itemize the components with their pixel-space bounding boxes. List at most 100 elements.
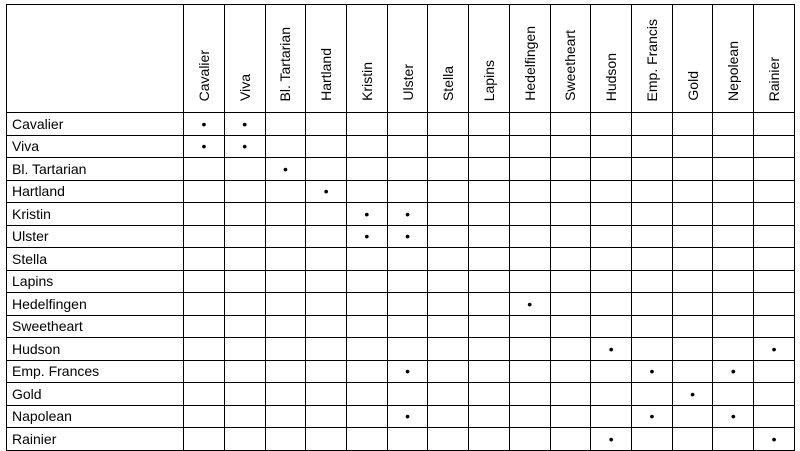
- empty-cell: [631, 179, 673, 203]
- compatibility-dot: •: [386, 404, 429, 428]
- empty-cell: [712, 134, 755, 158]
- empty-cell: [508, 247, 551, 271]
- empty-cell: [264, 427, 307, 451]
- empty-cell: [305, 427, 348, 451]
- empty-cell: [305, 224, 348, 248]
- row-label: Hartland: [5, 179, 185, 203]
- empty-cell: [223, 404, 266, 428]
- empty-cell: [549, 202, 592, 226]
- column-header: Cavalier: [183, 4, 225, 113]
- empty-cell: [264, 359, 307, 383]
- row-label: Gold: [5, 382, 185, 406]
- empty-cell: [753, 382, 795, 406]
- empty-cell: [549, 134, 592, 158]
- column-header-label: Stella: [440, 65, 457, 101]
- compatibility-dot: •: [590, 337, 633, 361]
- empty-cell: [753, 134, 795, 158]
- empty-cell: [346, 134, 388, 158]
- empty-cell: [631, 157, 673, 181]
- empty-cell: [631, 112, 673, 136]
- empty-cell: [305, 112, 348, 136]
- column-header-label: Nepolean: [725, 41, 742, 101]
- empty-cell: [508, 337, 551, 361]
- empty-cell: [590, 269, 633, 293]
- empty-cell: [712, 202, 755, 226]
- compatibility-dot: •: [386, 359, 429, 383]
- empty-cell: [631, 314, 673, 338]
- compatibility-table: Cavalier Viva Bl. Tartarian Hartland Kri…: [5, 4, 795, 451]
- empty-cell: [671, 269, 714, 293]
- column-header: Emp. Francis: [631, 4, 673, 113]
- table-row: Stella: [5, 247, 795, 271]
- table-row: Kristin • •: [5, 202, 795, 226]
- column-header: Rainier: [753, 4, 795, 113]
- empty-cell: [549, 247, 592, 271]
- compatibility-dot: •: [386, 202, 429, 226]
- empty-cell: [712, 427, 755, 451]
- empty-cell: [590, 247, 633, 271]
- empty-cell: [549, 337, 592, 361]
- empty-cell: [386, 269, 429, 293]
- empty-cell: [264, 269, 307, 293]
- empty-cell: [386, 292, 429, 316]
- compatibility-dot: •: [264, 157, 307, 181]
- empty-cell: [346, 359, 388, 383]
- empty-cell: [427, 337, 470, 361]
- empty-cell: [671, 224, 714, 248]
- empty-cell: [223, 224, 266, 248]
- empty-cell: [427, 224, 470, 248]
- empty-cell: [468, 224, 510, 248]
- empty-cell: [712, 179, 755, 203]
- row-label: Lapins: [5, 269, 185, 293]
- empty-cell: [468, 359, 510, 383]
- compatibility-dot: •: [346, 224, 388, 248]
- empty-cell: [386, 157, 429, 181]
- empty-cell: [753, 179, 795, 203]
- empty-cell: [346, 382, 388, 406]
- empty-cell: [468, 314, 510, 338]
- row-label: Viva: [5, 134, 185, 158]
- empty-cell: [264, 179, 307, 203]
- empty-cell: [590, 134, 633, 158]
- compatibility-dot: •: [386, 224, 429, 248]
- column-header: Hudson: [590, 4, 633, 113]
- table-row: Napolean • • •: [5, 404, 795, 428]
- column-header: Sweetheart: [549, 4, 592, 113]
- empty-cell: [305, 269, 348, 293]
- empty-cell: [183, 202, 225, 226]
- empty-cell: [549, 292, 592, 316]
- table-row: Ulster • •: [5, 224, 795, 248]
- empty-cell: [590, 404, 633, 428]
- table-row: Rainier • •: [5, 427, 795, 451]
- compatibility-dot: •: [671, 382, 714, 406]
- column-header-label: Rainier: [766, 56, 783, 101]
- empty-cell: [264, 134, 307, 158]
- empty-cell: [753, 247, 795, 271]
- empty-cell: [712, 314, 755, 338]
- empty-cell: [223, 292, 266, 316]
- column-header-label: Ulster: [399, 64, 416, 101]
- empty-cell: [183, 179, 225, 203]
- empty-cell: [671, 404, 714, 428]
- empty-cell: [590, 314, 633, 338]
- empty-cell: [305, 202, 348, 226]
- empty-cell: [712, 292, 755, 316]
- empty-cell: [712, 269, 755, 293]
- empty-cell: [753, 224, 795, 248]
- column-header-label: Lapins: [481, 59, 498, 101]
- empty-cell: [468, 202, 510, 226]
- empty-cell: [508, 427, 551, 451]
- compatibility-dot: •: [508, 292, 551, 316]
- empty-cell: [427, 427, 470, 451]
- empty-cell: [183, 382, 225, 406]
- empty-cell: [183, 224, 225, 248]
- empty-cell: [305, 157, 348, 181]
- empty-cell: [346, 337, 388, 361]
- row-label: Rainier: [5, 427, 185, 451]
- empty-cell: [264, 314, 307, 338]
- empty-cell: [223, 337, 266, 361]
- empty-cell: [631, 427, 673, 451]
- column-header-label: Bl. Tartarian: [277, 26, 294, 101]
- row-label: Bl. Tartarian: [5, 157, 185, 181]
- empty-cell: [671, 359, 714, 383]
